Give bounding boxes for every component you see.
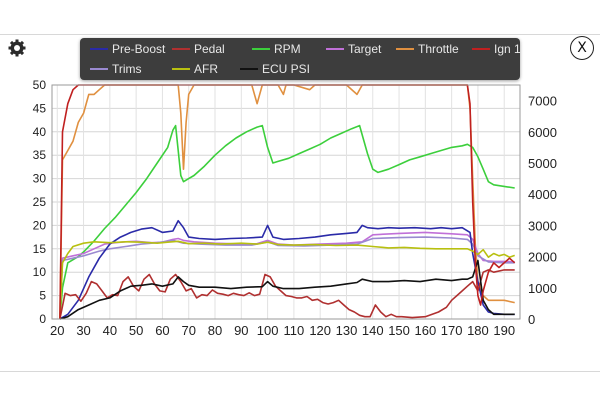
x-tick-label: 130 — [336, 323, 358, 338]
y-left-tick-label: 0 — [39, 312, 46, 326]
x-tick-label: 80 — [208, 323, 222, 338]
gear-glyph — [8, 39, 26, 57]
legend-item[interactable]: ECU PSI — [240, 60, 310, 78]
line-chart: 0 5 10 15 20 25 30 35 40 45 50 0 1000 2000 3000 4000 500… — [33, 78, 557, 338]
x-tick-label: 70 — [181, 323, 195, 338]
legend-item[interactable]: Target — [326, 40, 381, 58]
legend-item[interactable]: Throttle — [396, 40, 459, 58]
legend-item[interactable]: Ign 1 — [472, 40, 521, 58]
y-right-tick-label: 6000 — [528, 125, 557, 140]
legend-swatch — [252, 47, 270, 50]
x-tick-label: 120 — [309, 323, 331, 338]
legend-item[interactable]: Pre-Boost — [90, 40, 165, 58]
x-tick-label: 20 — [50, 323, 64, 338]
legend-item[interactable]: Trims — [90, 60, 142, 78]
x-tick-label: 160 — [414, 323, 436, 338]
close-icon[interactable]: X — [570, 36, 594, 60]
x-tick-label: 50 — [129, 323, 143, 338]
x-tick-label: 40 — [103, 323, 117, 338]
y-left-tick-label: 30 — [33, 172, 47, 186]
y-right-tick-label: 1000 — [528, 281, 557, 296]
plot-area — [51, 84, 521, 320]
legend-label: Pedal — [194, 42, 225, 56]
y-right-tick-label: 4000 — [528, 187, 557, 202]
x-tick-label: 150 — [388, 323, 410, 338]
chart-legend: Pre-Boost Pedal RPM Target Throttle Ign 1 Trim… — [80, 38, 521, 80]
legend-swatch — [472, 47, 490, 50]
legend-swatch — [172, 67, 190, 70]
legend-label: AFR — [194, 62, 218, 76]
legend-label: Pre-Boost — [112, 42, 166, 56]
x-tick-label: 110 — [284, 323, 305, 338]
y-right-tick-label: 3000 — [528, 218, 557, 233]
legend-swatch — [396, 47, 414, 50]
legend-label: Trims — [112, 62, 142, 76]
y-left-tick-label: 45 — [33, 101, 47, 115]
legend-item[interactable]: AFR — [172, 60, 218, 78]
legend-label: Throttle — [418, 42, 459, 56]
x-tick-label: 100 — [257, 323, 279, 338]
legend-swatch — [90, 47, 108, 50]
legend-item[interactable]: RPM — [252, 40, 301, 58]
x-tick-label: 180 — [467, 323, 489, 338]
y-left-tick-label: 20 — [33, 218, 47, 232]
legend-swatch — [172, 47, 190, 50]
legend-label: RPM — [274, 42, 301, 56]
x-tick-label: 60 — [155, 323, 169, 338]
x-tick-label: 30 — [76, 323, 90, 338]
legend-item[interactable]: Pedal — [172, 40, 225, 58]
y-right-tick-label: 2000 — [528, 250, 557, 265]
y-left-tick-label: 25 — [33, 195, 47, 209]
y-right-tick-label: 0 — [528, 312, 535, 327]
x-tick-label: 170 — [441, 323, 463, 338]
legend-label: ECU PSI — [262, 62, 311, 76]
legend-swatch — [90, 67, 108, 70]
x-tick-label: 190 — [493, 323, 515, 338]
gear-icon[interactable] — [6, 37, 28, 59]
series-line — [59, 124, 515, 320]
y-left-tick-label: 35 — [33, 148, 47, 162]
chart-panel: 0 5 10 15 20 25 30 35 40 45 50 0 1000 2000 3000 4000 500… — [0, 34, 600, 372]
close-glyph: X — [577, 40, 587, 56]
y-right-tick-label: 7000 — [528, 94, 557, 109]
legend-swatch — [326, 47, 344, 50]
series-line — [59, 269, 515, 320]
y-left-tick-label: 40 — [33, 125, 47, 139]
y-right-tick-label: 5000 — [528, 156, 557, 171]
legend-label: Ign 1 — [494, 42, 521, 56]
y-left-tick-label: 10 — [33, 265, 47, 279]
series-line — [59, 259, 515, 320]
legend-label: Target — [348, 42, 382, 56]
x-tick-label: 90 — [234, 323, 248, 338]
y-left-tick-label: 15 — [33, 242, 47, 256]
y-left-tick-label: 50 — [33, 78, 47, 92]
series-line — [59, 219, 515, 320]
x-tick-label: 140 — [362, 323, 384, 338]
y-left-tick-label: 5 — [39, 289, 46, 303]
series-line — [59, 240, 515, 320]
legend-swatch — [240, 67, 258, 70]
